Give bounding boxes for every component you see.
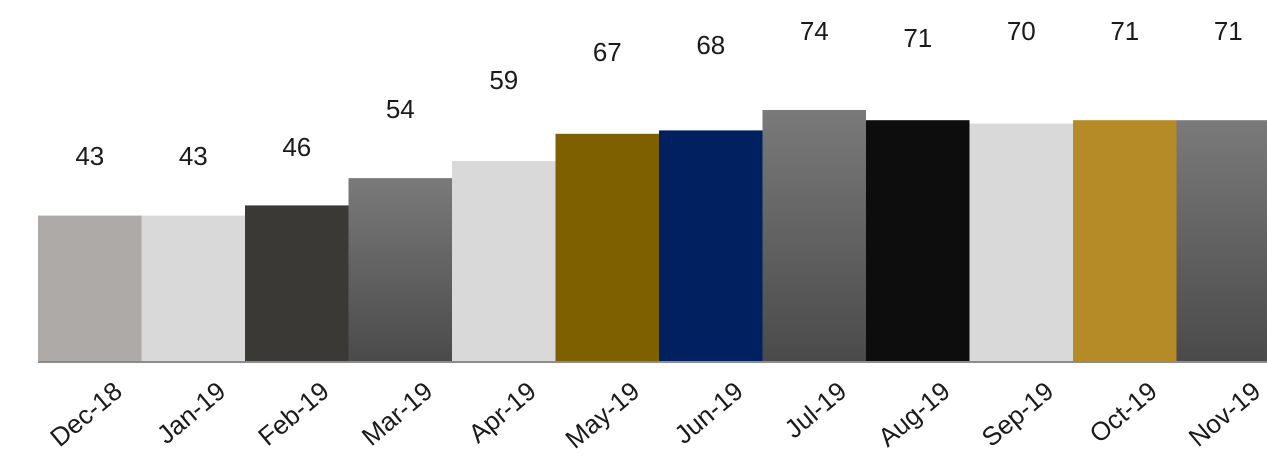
data-label-jan-19: 43 [179, 141, 208, 171]
bar-apr-19 [452, 161, 556, 362]
x-tick-label-aug-19: Aug-19 [872, 376, 956, 453]
bar-mar-19 [348, 178, 452, 362]
bar-jan-19 [141, 215, 245, 362]
x-tick-label-jun-19: Jun-19 [668, 376, 748, 450]
bar-jun-19 [659, 130, 763, 362]
bar-may-19 [555, 133, 659, 362]
bar-sep-19 [969, 123, 1073, 362]
data-label-oct-19: 71 [1110, 16, 1139, 46]
bar-oct-19 [1073, 120, 1177, 362]
data-label-feb-19: 46 [282, 132, 311, 162]
data-label-apr-19: 59 [489, 65, 518, 95]
x-tick-label-oct-19: Oct-19 [1084, 376, 1163, 449]
data-label-nov-19: 71 [1214, 16, 1243, 46]
bars-group [38, 110, 1267, 362]
x-tick-label-feb-19: Feb-19 [252, 376, 334, 452]
data-label-jun-19: 68 [696, 30, 725, 60]
x-tick-label-nov-19: Nov-19 [1183, 376, 1266, 453]
bar-dec-18 [38, 215, 142, 362]
data-label-may-19: 67 [593, 37, 622, 67]
data-label-mar-19: 54 [386, 94, 415, 124]
x-tick-labels-group: Dec-18 Jan-19 Feb-19 Mar-19 Apr-19 May-19 Jun-… [44, 376, 1266, 455]
x-tick-label-jan-19: Jan-19 [151, 376, 231, 450]
x-tick-label-mar-19: Mar-19 [356, 376, 438, 452]
bar-jul-19 [762, 110, 866, 362]
data-label-dec-18: 43 [75, 141, 104, 171]
bar-feb-19 [245, 205, 349, 362]
x-tick-label-may-19: May-19 [559, 376, 645, 455]
x-tick-label-dec-18: Dec-18 [44, 376, 127, 453]
data-label-jul-19: 74 [800, 16, 829, 46]
x-tick-label-apr-19: Apr-19 [463, 376, 542, 449]
data-label-sep-19: 70 [1007, 16, 1036, 46]
x-tick-label-jul-19: Jul-19 [779, 376, 853, 445]
bar-nov-19 [1176, 120, 1267, 362]
data-labels-group: 43 43 46 54 59 67 68 74 71 70 71 71 [75, 16, 1242, 171]
bar-aug-19 [866, 120, 970, 362]
x-tick-label-sep-19: Sep-19 [976, 376, 1060, 453]
data-label-aug-19: 71 [903, 23, 932, 53]
